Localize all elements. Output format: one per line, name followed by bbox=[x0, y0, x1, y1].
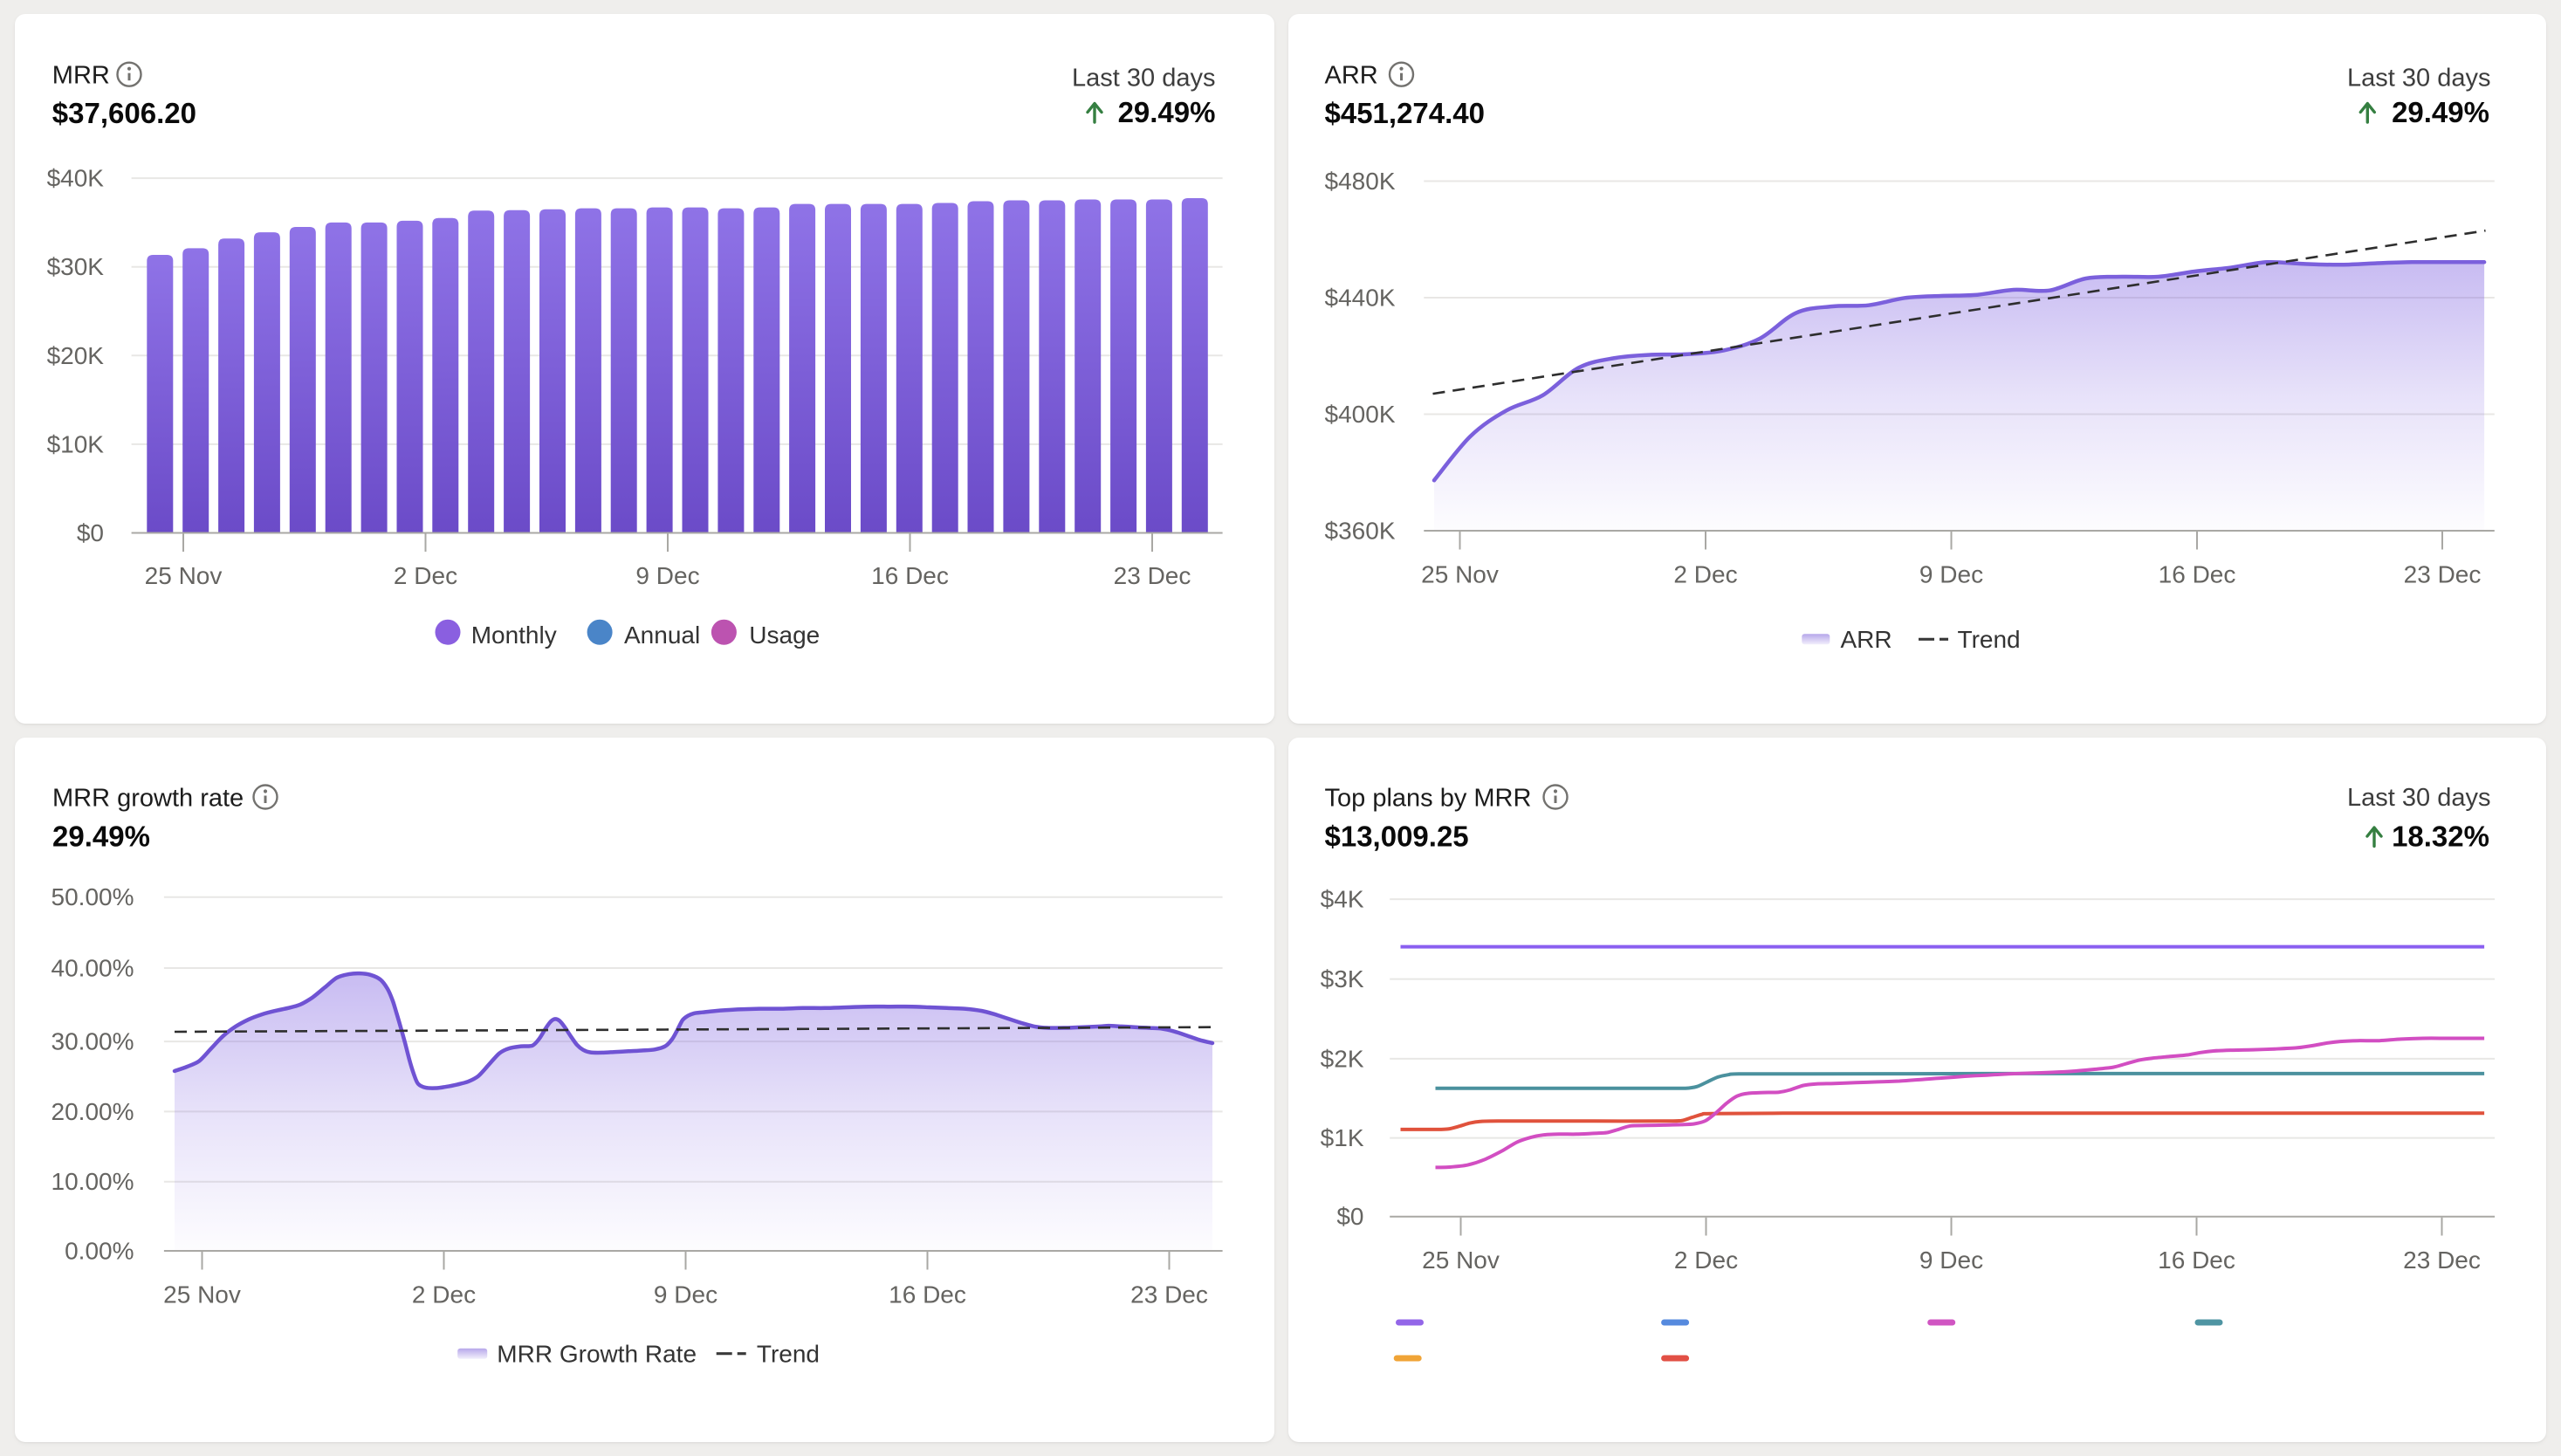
svg-text:$451,274.40: $451,274.40 bbox=[1324, 97, 1485, 129]
svg-text:$20K: $20K bbox=[47, 342, 105, 369]
svg-text:Annual: Annual bbox=[624, 622, 700, 649]
svg-text:$1K: $1K bbox=[1320, 1124, 1363, 1151]
svg-text:Trend: Trend bbox=[1957, 626, 2020, 653]
svg-text:20.00%: 20.00% bbox=[51, 1097, 134, 1124]
svg-text:50.00%: 50.00% bbox=[51, 883, 134, 910]
svg-text:MRR growth rate: MRR growth rate bbox=[52, 784, 244, 812]
svg-text:23 Dec: 23 Dec bbox=[2403, 561, 2481, 588]
svg-text:Last 30 days: Last 30 days bbox=[2347, 784, 2490, 812]
svg-text:Top plans by MRR: Top plans by MRR bbox=[1324, 784, 1531, 812]
svg-text:2 Dec: 2 Dec bbox=[412, 1281, 476, 1308]
svg-text:Usage: Usage bbox=[749, 622, 820, 649]
svg-text:9 Dec: 9 Dec bbox=[1919, 1247, 1982, 1274]
svg-text:$4K: $4K bbox=[1320, 885, 1363, 912]
svg-text:$2K: $2K bbox=[1320, 1045, 1363, 1072]
svg-text:MRR Growth Rate: MRR Growth Rate bbox=[497, 1340, 697, 1367]
svg-text:2 Dec: 2 Dec bbox=[394, 562, 457, 589]
svg-text:2 Dec: 2 Dec bbox=[1673, 561, 1737, 588]
svg-text:9 Dec: 9 Dec bbox=[1919, 561, 1982, 588]
svg-text:Trend: Trend bbox=[757, 1340, 820, 1367]
svg-text:$480K: $480K bbox=[1324, 168, 1395, 195]
svg-text:16 Dec: 16 Dec bbox=[2158, 1247, 2235, 1274]
svg-text:$0: $0 bbox=[1336, 1203, 1363, 1230]
svg-text:25 Nov: 25 Nov bbox=[163, 1281, 241, 1308]
svg-text:Last 30 days: Last 30 days bbox=[1072, 65, 1215, 93]
svg-text:16 Dec: 16 Dec bbox=[889, 1281, 966, 1308]
svg-text:29.49%: 29.49% bbox=[1118, 96, 1216, 128]
svg-text:$30K: $30K bbox=[47, 253, 105, 280]
svg-text:16 Dec: 16 Dec bbox=[2158, 561, 2235, 588]
svg-text:23 Dec: 23 Dec bbox=[1114, 562, 1191, 589]
svg-text:25 Nov: 25 Nov bbox=[145, 562, 223, 589]
svg-text:$37,606.20: $37,606.20 bbox=[52, 97, 196, 129]
svg-text:25 Nov: 25 Nov bbox=[1421, 561, 1499, 588]
svg-text:29.49%: 29.49% bbox=[2392, 96, 2489, 128]
svg-text:$13,009.25: $13,009.25 bbox=[1324, 820, 1468, 852]
svg-text:$10K: $10K bbox=[47, 430, 105, 457]
svg-text:ARR: ARR bbox=[1840, 626, 1892, 653]
svg-text:30.00%: 30.00% bbox=[51, 1027, 134, 1054]
svg-text:$400K: $400K bbox=[1324, 401, 1395, 428]
svg-text:2 Dec: 2 Dec bbox=[1673, 1247, 1737, 1274]
svg-text:23 Dec: 23 Dec bbox=[2403, 1247, 2481, 1274]
svg-text:$0: $0 bbox=[77, 519, 104, 546]
svg-text:23 Dec: 23 Dec bbox=[1130, 1281, 1208, 1308]
svg-text:25 Nov: 25 Nov bbox=[1422, 1247, 1500, 1274]
svg-text:29.49%: 29.49% bbox=[52, 820, 150, 852]
svg-text:MRR: MRR bbox=[52, 62, 110, 90]
svg-text:18.32%: 18.32% bbox=[2392, 820, 2489, 852]
svg-text:40.00%: 40.00% bbox=[51, 954, 134, 981]
svg-text:10.00%: 10.00% bbox=[51, 1168, 134, 1195]
svg-text:16 Dec: 16 Dec bbox=[871, 562, 949, 589]
svg-text:9 Dec: 9 Dec bbox=[654, 1281, 717, 1308]
svg-text:0.00%: 0.00% bbox=[65, 1237, 134, 1264]
svg-text:$40K: $40K bbox=[47, 165, 105, 192]
svg-text:9 Dec: 9 Dec bbox=[635, 562, 699, 589]
svg-text:Last 30 days: Last 30 days bbox=[2347, 65, 2490, 93]
svg-text:ARR: ARR bbox=[1324, 62, 1377, 90]
svg-text:$360K: $360K bbox=[1324, 518, 1395, 545]
svg-text:$440K: $440K bbox=[1324, 285, 1395, 312]
svg-text:Monthly: Monthly bbox=[471, 622, 557, 649]
svg-text:$3K: $3K bbox=[1320, 965, 1363, 992]
